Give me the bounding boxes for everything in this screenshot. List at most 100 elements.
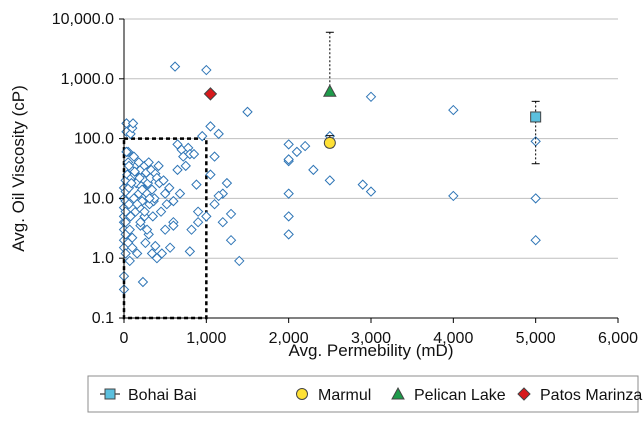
data-point [283,229,294,240]
data-point [136,184,148,195]
data-point [191,179,202,190]
data-point [128,151,140,162]
y-tick-label: 0.1 [92,310,114,327]
data-point [146,184,158,195]
data-point [299,140,311,152]
data-point [164,182,175,194]
data-point [221,177,233,189]
data-point [225,208,237,220]
data-point [217,216,229,228]
data-point [131,198,143,210]
x-tick-label: 0 [120,330,129,347]
data-point [131,248,143,259]
data-point [209,151,220,162]
data-point [242,106,253,118]
x-tick-label: 2,000 [269,330,309,347]
data-point [153,160,164,172]
data-point [205,121,216,132]
data-point [135,216,146,228]
data-point [192,206,204,217]
data-point [140,237,151,249]
data-point [448,190,459,202]
data-point [159,224,171,235]
legend-marker [391,386,405,400]
x-axis-title: Avg. Permebility (mD) [289,341,454,360]
data-point [184,246,196,257]
y-tick-label: 10,000.0 [52,11,114,28]
x-tick-label: 6,000 [598,330,638,347]
data-point [324,175,336,186]
y-tick-label: 100.0 [74,131,114,148]
data-point [283,154,294,165]
data-point [192,216,204,228]
data-point [530,193,541,204]
data-point [120,216,131,228]
data-point [134,172,145,184]
data-point [168,220,179,231]
legend-label: Bohai Bai [128,387,197,404]
data-points [118,61,541,295]
data-point [225,234,237,246]
y-tick-label: 1,000.0 [61,71,114,88]
data-point [365,186,377,197]
data-point [159,188,171,199]
data-point [209,198,220,210]
legend-label: Patos Marinza [540,387,642,404]
data-point [123,160,135,172]
x-tick-label: 5,000 [516,330,556,347]
legend-marker [517,387,531,401]
data-point [137,276,149,288]
data-point [127,242,138,253]
data-point [308,164,319,176]
legend-marker [296,388,308,400]
data-point [147,211,159,222]
data-point [169,61,181,72]
data-point [197,130,208,142]
data-point [127,122,138,134]
data-point [448,104,459,116]
data-point [168,195,179,207]
data-point [120,248,131,259]
error-bars [325,31,540,165]
series-point [323,136,336,149]
data-point [123,198,135,210]
series-point [322,84,337,97]
data-point [126,177,137,189]
data-point [124,224,135,235]
data-point [186,224,197,235]
y-axis-title: Avg. Oil Viscosity (cP) [9,85,28,252]
data-point [124,255,135,267]
data-point [164,242,176,253]
tick-labels: 0.1 1.0 10.0 100.0 1,000.0 10,000.0 0 1,000 2,00… [52,11,638,347]
legend-box [87,375,639,413]
series-point [530,111,542,123]
data-point [127,232,138,243]
data-point [144,193,155,204]
y-tick-label: 10.0 [83,190,114,207]
data-point [205,169,216,180]
data-point [291,146,303,158]
data-point [530,234,541,246]
data-point [172,164,183,176]
data-point [283,188,294,199]
data-point [155,206,167,217]
data-point [283,211,294,222]
axes [119,18,619,323]
series-point [203,87,218,101]
data-point [146,248,158,259]
data-point [213,128,224,140]
legend-label: Pelican Lake [414,387,506,404]
data-point [283,139,294,150]
data-point [180,160,191,172]
y-tick-label: 1.0 [92,250,114,267]
legend-marker [104,388,116,400]
data-point [213,190,224,202]
data-point [141,224,153,235]
highlighted-fields [203,84,542,149]
legend: Bohai Bai Marmul Pelican Lake Patos Marinza [87,375,642,413]
data-point [129,166,140,177]
data-point [201,64,212,76]
data-point [234,255,245,267]
data-point [150,240,161,252]
